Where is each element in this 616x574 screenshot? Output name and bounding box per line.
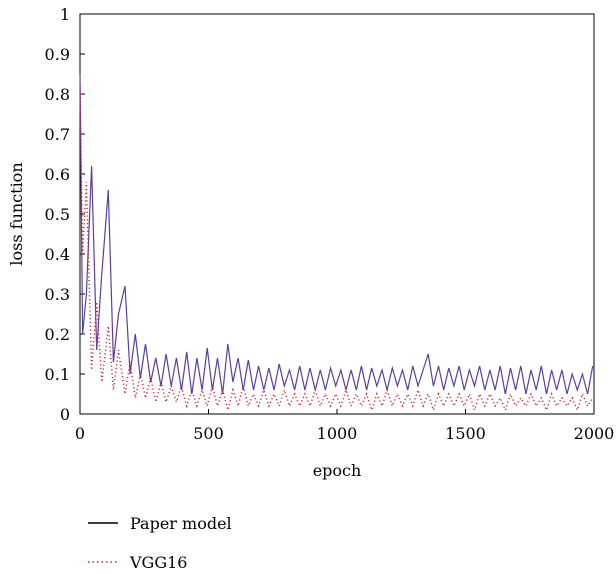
y-tick-label: 0.6 bbox=[45, 165, 70, 184]
y-axis-label: loss function bbox=[7, 162, 26, 265]
plot-frame bbox=[79, 13, 595, 415]
y-tick-label: 0.7 bbox=[45, 125, 70, 144]
y-tick-label: 0.5 bbox=[45, 205, 70, 224]
series-layer bbox=[79, 73, 594, 413]
x-axis-label: epoch bbox=[313, 461, 362, 480]
y-axis-ticks: 0 0.1 0.2 0.3 0.4 0.5 0.6 0.7 0.8 0.9 1 bbox=[45, 5, 85, 424]
x-tick-label: 0 bbox=[75, 424, 85, 443]
y-tick-label: 0.1 bbox=[45, 365, 70, 384]
legend-label-vgg16: VGG16 bbox=[129, 553, 187, 572]
y-tick-label: 0.9 bbox=[45, 45, 70, 64]
x-axis-ticks: 0 500 1000 1500 2000 bbox=[75, 409, 614, 443]
series-line-paper-model bbox=[79, 73, 594, 395]
legend-label-paper-model: Paper model bbox=[130, 514, 232, 533]
y-tick-label: 0.8 bbox=[45, 85, 70, 104]
y-tick-label: 0.3 bbox=[45, 285, 70, 304]
x-tick-label: 1500 bbox=[445, 424, 486, 443]
y-tick-label: 1 bbox=[60, 5, 70, 24]
legend: Paper model VGG16 bbox=[88, 514, 232, 572]
x-tick-label: 500 bbox=[193, 424, 224, 443]
y-tick-label: 0.2 bbox=[45, 325, 70, 344]
y-tick-label: 0.4 bbox=[45, 245, 70, 264]
x-tick-label: 1000 bbox=[317, 424, 358, 443]
x-tick-label: 2000 bbox=[574, 424, 615, 443]
y-tick-label: 0 bbox=[60, 405, 70, 424]
